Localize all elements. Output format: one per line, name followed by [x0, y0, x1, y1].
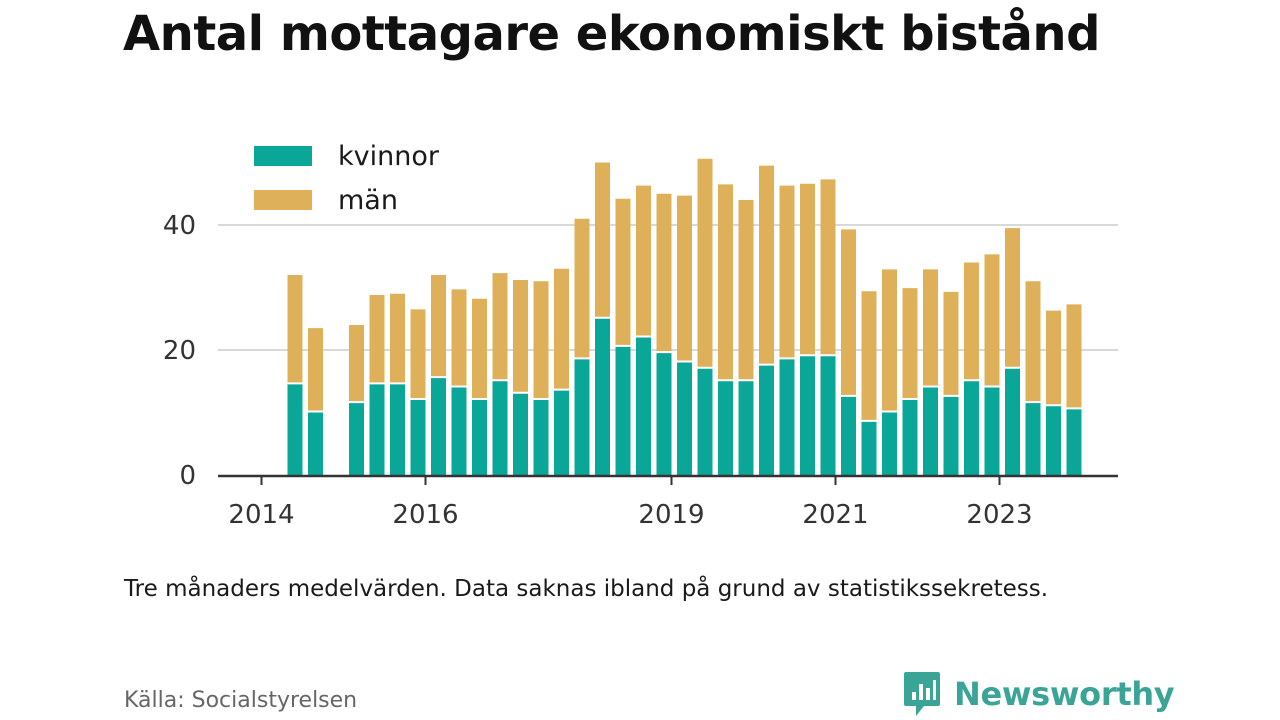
chart-note: Tre månaders medelvärden. Data saknas ib…	[124, 576, 1049, 602]
bar-kvinnor	[554, 390, 569, 475]
x-tick-label: 2021	[802, 500, 868, 530]
source-credit: Källa: Socialstyrelsen	[124, 688, 358, 713]
bar-man	[738, 200, 754, 380]
bar-man	[1025, 281, 1041, 402]
bar-man	[636, 185, 651, 336]
bar-kvinnor	[369, 384, 385, 475]
bar-kvinnor	[1046, 406, 1061, 475]
bar-man	[492, 273, 508, 380]
bar-kvinnor	[574, 359, 590, 475]
bar-man	[472, 298, 487, 398]
bar-man	[861, 291, 877, 420]
bar-man	[697, 158, 713, 367]
bar-man	[656, 193, 672, 352]
axes: 0 20 40 2014 2016 2019 2021 2023	[163, 211, 1118, 530]
bar-man	[574, 218, 590, 358]
bar-man	[943, 291, 959, 395]
bar-kvinnor	[1066, 409, 1082, 475]
bar-man	[451, 289, 467, 386]
bar-kvinnor	[636, 337, 651, 475]
brand-name: Newsworthy	[954, 675, 1175, 713]
bar-kvinnor	[656, 353, 672, 475]
bar-man	[410, 309, 426, 398]
bar-kvinnor	[390, 384, 405, 475]
bar-kvinnor	[697, 368, 713, 475]
bar-kvinnor	[513, 393, 528, 475]
stacked-bar-chart: 0 20 40 2014 2016 2019 2021 2023 kvinnor män	[163, 141, 1118, 530]
bar-kvinnor	[533, 400, 549, 475]
bar-man	[1046, 310, 1061, 405]
bar-man	[1066, 304, 1082, 408]
x-tick-label: 2019	[638, 500, 704, 530]
bar-man	[390, 293, 405, 383]
bar-kvinnor	[841, 396, 856, 475]
bar-kvinnor	[779, 359, 795, 475]
bar-man	[759, 165, 774, 364]
legend: kvinnor män	[254, 141, 440, 216]
newsworthy-logo: Newsworthy	[902, 670, 1175, 718]
bar-man	[349, 325, 364, 402]
bars	[287, 158, 1082, 475]
bar-kvinnor	[349, 403, 364, 475]
chart-title: Antal mottagare ekonomiskt bistånd	[123, 6, 1100, 62]
y-tick-label: 40	[163, 211, 196, 241]
bar-man	[800, 183, 815, 355]
bar-man	[554, 268, 569, 389]
bar-kvinnor	[738, 381, 754, 475]
bar-man	[431, 275, 446, 377]
bar-man	[513, 280, 528, 392]
bar-man	[1005, 228, 1020, 367]
bar-kvinnor	[615, 346, 631, 475]
bar-kvinnor	[902, 400, 918, 475]
bar-kvinnor	[759, 365, 774, 475]
bar-kvinnor	[861, 421, 877, 475]
bar-kvinnor	[472, 400, 487, 475]
legend-label: kvinnor	[338, 141, 440, 172]
x-tick-label: 2014	[228, 500, 294, 530]
x-tick-label: 2016	[392, 500, 458, 530]
bar-man	[615, 198, 631, 345]
bar-man	[779, 185, 795, 358]
bar-kvinnor	[800, 356, 815, 475]
bar-man	[308, 328, 323, 411]
bar-kvinnor	[308, 412, 323, 475]
bar-man	[984, 254, 1000, 386]
bar-kvinnor	[677, 362, 692, 475]
bar-man	[595, 162, 610, 317]
bar-kvinnor	[984, 387, 1000, 475]
legend-label: män	[338, 185, 398, 216]
y-tick-label: 20	[163, 336, 196, 366]
bar-kvinnor	[1025, 403, 1041, 475]
bar-man	[677, 195, 692, 361]
y-tick-label: 0	[179, 461, 196, 491]
bar-kvinnor	[943, 396, 959, 475]
bar-man	[369, 295, 385, 383]
bar-man	[964, 262, 979, 380]
bar-kvinnor	[287, 384, 303, 475]
chart-bubble-icon	[904, 672, 940, 716]
bar-kvinnor	[923, 387, 938, 475]
bar-kvinnor	[451, 387, 467, 475]
bar-man	[718, 184, 733, 380]
bar-man	[841, 229, 856, 395]
bar-kvinnor	[595, 318, 610, 475]
legend-swatch-kvinnor	[254, 146, 312, 166]
bar-man	[533, 281, 549, 398]
bar-man	[902, 288, 918, 398]
bar-kvinnor	[492, 381, 508, 475]
bar-man	[882, 269, 897, 411]
bar-man	[820, 179, 836, 355]
bar-kvinnor	[882, 412, 897, 475]
bar-kvinnor	[1005, 368, 1020, 475]
bar-kvinnor	[431, 378, 446, 475]
bar-man	[923, 269, 938, 386]
legend-swatch-män	[254, 190, 312, 210]
bar-kvinnor	[410, 400, 426, 475]
bar-kvinnor	[964, 381, 979, 475]
bar-kvinnor	[718, 381, 733, 475]
bar-kvinnor	[820, 356, 836, 475]
x-tick-label: 2023	[966, 500, 1032, 530]
bar-man	[287, 275, 303, 383]
